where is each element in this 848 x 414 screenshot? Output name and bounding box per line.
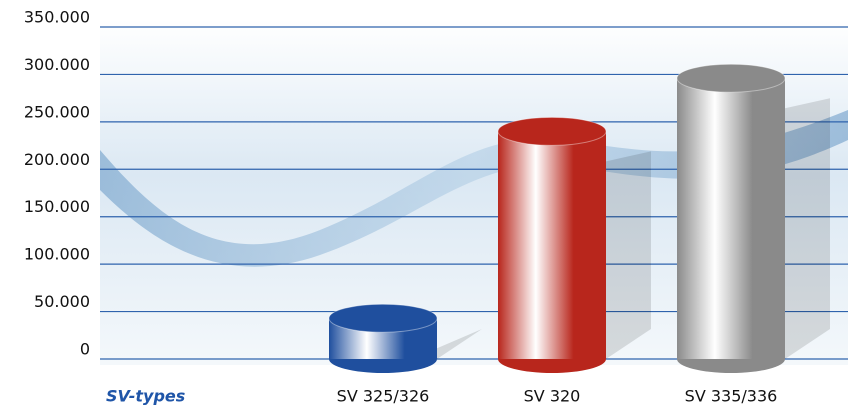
shadow (785, 98, 830, 360)
y-tick-label: 0 (80, 340, 90, 359)
shadow (437, 329, 482, 359)
cylinder-body (677, 78, 785, 360)
y-tick-label: 250.000 (24, 102, 90, 121)
x-tick-label: SV 320 (524, 387, 581, 406)
cylinder-top (676, 63, 786, 93)
shadow (606, 151, 651, 359)
cylinder-top (497, 116, 607, 146)
y-tick-label: 50.000 (34, 292, 90, 311)
cylinder-top (328, 303, 438, 333)
cylinder-body (498, 131, 606, 359)
x-tick-label: SV 335/336 (685, 387, 778, 406)
y-tick-label: 100.000 (24, 245, 90, 264)
x-axis-label: SV-types (106, 387, 185, 406)
y-tick-label: 300.000 (24, 55, 90, 74)
y-tick-label: 150.000 (24, 197, 90, 216)
x-tick-label: SV 325/326 (337, 387, 430, 406)
y-tick-label: 200.000 (24, 150, 90, 169)
y-tick-label: 350.000 (24, 8, 90, 27)
